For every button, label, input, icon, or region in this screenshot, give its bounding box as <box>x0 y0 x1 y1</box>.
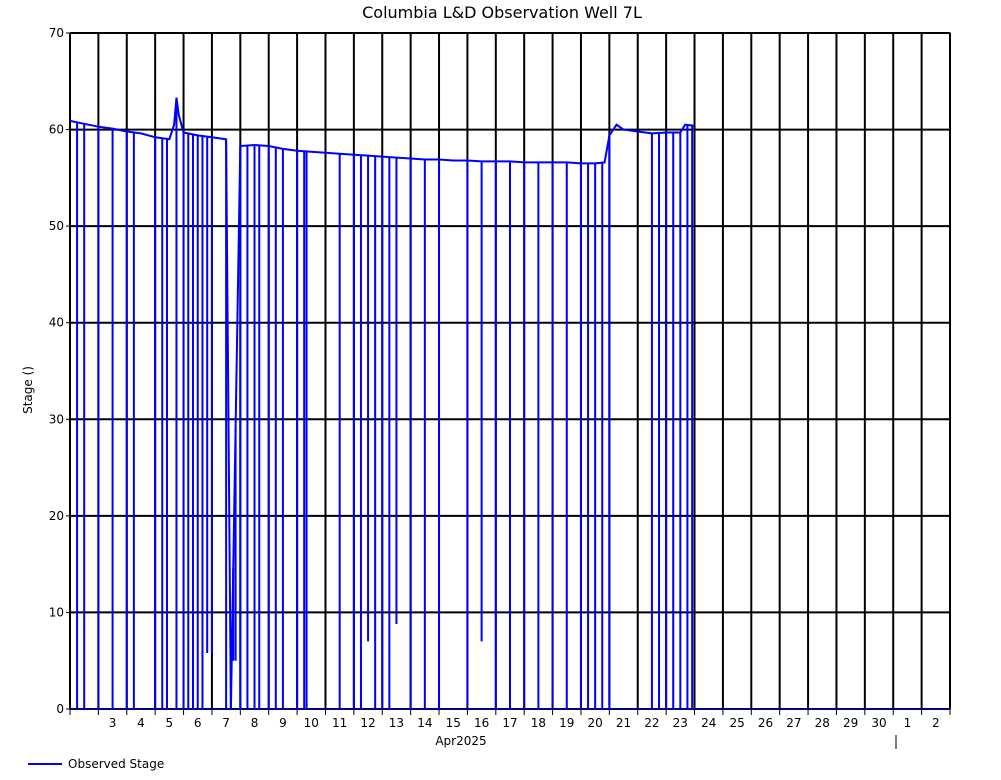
y-tick-label: 50 <box>49 219 64 233</box>
legend: Observed Stage <box>28 757 164 771</box>
x-tick-label: 14 <box>417 716 432 730</box>
x-tick-label: 21 <box>616 716 631 730</box>
x-tick-label: 4 <box>137 716 145 730</box>
x-tick-label: 20 <box>588 716 603 730</box>
x-tick-label: 22 <box>644 716 659 730</box>
x-axis-label: Apr2025 <box>435 734 486 748</box>
y-axis-label: Stage () <box>21 366 35 414</box>
x-tick-label: 23 <box>673 716 688 730</box>
x-tick-label: 6 <box>194 716 202 730</box>
x-tick-label: 7 <box>222 716 230 730</box>
y-tick-label: 30 <box>49 412 64 426</box>
x-tick-label: 5 <box>166 716 174 730</box>
x-tick-label: 29 <box>843 716 858 730</box>
x-tick-label: 16 <box>474 716 489 730</box>
series-line <box>69 97 695 710</box>
x-tick-label: 27 <box>786 716 801 730</box>
x-tick-label: 26 <box>758 716 773 730</box>
x-tick-label: 1 <box>904 716 912 730</box>
x-tick-label: 17 <box>502 716 517 730</box>
x-tick-label: 18 <box>531 716 546 730</box>
x-tick-label: 10 <box>304 716 319 730</box>
y-tick-label: 10 <box>49 605 64 619</box>
x-tick-label: 3 <box>109 716 117 730</box>
y-tick-label: 70 <box>49 26 64 40</box>
y-tick-label: 60 <box>49 123 64 137</box>
plot-frame <box>69 32 951 710</box>
x-tick-label: 15 <box>446 716 461 730</box>
x-tick-label: 13 <box>389 716 404 730</box>
x-tick-label: 28 <box>815 716 830 730</box>
x-tick-label: 2 <box>932 716 940 730</box>
x-tick-label: 30 <box>871 716 886 730</box>
x-tick-label: 24 <box>701 716 716 730</box>
x-tick-label: 12 <box>360 716 375 730</box>
x-tick-label: 25 <box>729 716 744 730</box>
series-observed-stage <box>69 97 950 710</box>
y-tick-label: 40 <box>49 316 64 330</box>
x-tick-label: 11 <box>332 716 347 730</box>
y-tick-label: 20 <box>49 509 64 523</box>
y-tick-label: 0 <box>56 702 64 716</box>
x-tick-label: 19 <box>559 716 574 730</box>
x-tick-label: 8 <box>251 716 259 730</box>
legend-label: Observed Stage <box>68 757 164 771</box>
x-axis-ticks: 3 4 5 6 7 8 9 10 11 12 13 14 15 16 17 18 19 20 21 22 23 24 25 2… <box>69 709 951 730</box>
chart-title: Columbia L&D Observation Well 7L <box>362 3 642 22</box>
x-tick-label: 9 <box>279 716 287 730</box>
y-axis-ticks: 0 10 20 30 40 50 60 70 <box>49 26 70 716</box>
